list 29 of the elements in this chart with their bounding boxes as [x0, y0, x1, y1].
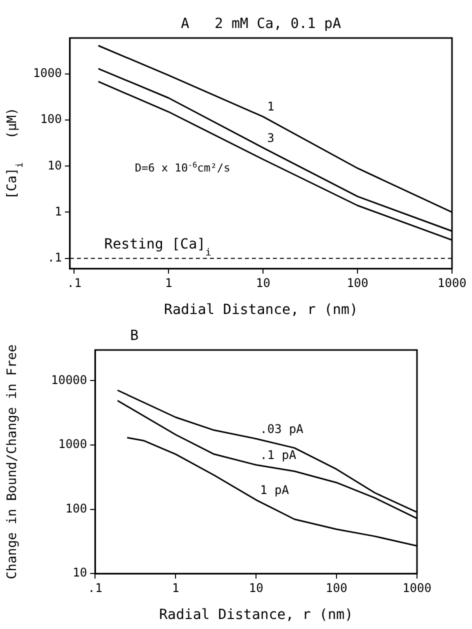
y-tick-label: 100 [40, 112, 62, 126]
y-tick-label: 1000 [58, 437, 88, 452]
x-tick-label: 100 [326, 580, 348, 595]
x-tick-label: .1 [88, 580, 102, 595]
series-label: 1 [267, 100, 274, 114]
x-tick-label: 1000 [402, 580, 432, 595]
chart-title: B [130, 328, 139, 344]
series-label: 1 pA [260, 482, 290, 497]
series-label: .03 pA [260, 422, 304, 436]
y-tick-label: 10 [47, 158, 62, 172]
series-label: .1 pA [260, 448, 297, 462]
chart-title: A 2 mM Ca, 0.1 pA [180, 16, 342, 32]
y-tick-label: .1 [47, 250, 62, 264]
y-tick-label: 100 [65, 501, 88, 516]
text: [Ca]i (μM) [5, 108, 26, 200]
y-tick-label: 10000 [51, 372, 88, 387]
x-tick-label: 1000 [438, 276, 466, 290]
x-tick-label: 100 [346, 276, 368, 290]
x-axis-title: Radial Distance, r (nm) [164, 302, 358, 318]
x-tick-label: 1 [165, 276, 172, 290]
x-tick-label: 10 [248, 580, 264, 595]
x-axis-title: Radial Distance, r (nm) [159, 607, 354, 623]
y-axis-title: Change in Bound/Change in Free [5, 344, 20, 580]
y-tick-label: 1 [54, 204, 62, 218]
series-label: 3 [267, 130, 274, 145]
y-tick-label: 10 [72, 566, 88, 580]
x-tick-label: 10 [256, 276, 270, 290]
x-tick-label: 1 [172, 580, 180, 595]
y-tick-label: 1000 [32, 66, 62, 80]
